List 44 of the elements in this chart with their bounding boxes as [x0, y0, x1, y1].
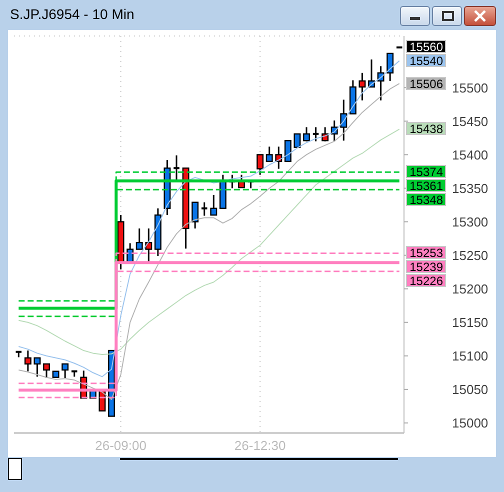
candlestick	[303, 126, 310, 142]
y-tick-label: 15000	[452, 416, 488, 431]
candlestick	[312, 126, 319, 142]
candlestick	[136, 228, 143, 250]
data-label: 15506	[406, 76, 446, 91]
candlestick	[43, 363, 50, 379]
y-tick-label: 15450	[452, 114, 488, 129]
data-label: 15348	[406, 193, 446, 208]
candlestick	[24, 350, 32, 372]
candlestick	[145, 228, 152, 263]
candlestick	[256, 154, 264, 176]
data-label: 15540	[406, 54, 446, 68]
candlestick	[358, 72, 366, 102]
y-tick-label: 15150	[452, 314, 488, 330]
x-tick-label: 26-09:00	[95, 438, 146, 454]
x-tick-label: 26-12:30	[234, 438, 286, 454]
y-tick-label: 15100	[452, 348, 488, 364]
y-tick-label: 15500	[452, 80, 488, 96]
candlestick	[284, 140, 292, 162]
candlestick	[210, 194, 218, 216]
data-label: 15438	[406, 122, 446, 136]
y-tick-label: 15400	[452, 147, 488, 162]
candlestick	[34, 357, 41, 378]
data-label: 15239	[406, 260, 446, 274]
candlestick	[386, 52, 394, 82]
candlestick	[294, 133, 301, 148]
chart-title: S.JP.J6954 - 10 Min	[10, 6, 134, 22]
y-tick-label: 15200	[452, 281, 488, 296]
y-tick-label: 15350	[452, 180, 488, 196]
candlestick	[192, 202, 199, 230]
candlestick	[201, 202, 208, 216]
data-label: 15253	[406, 246, 446, 260]
data-label: 15226	[406, 274, 446, 288]
candlestick	[62, 363, 69, 379]
y-tick-label: 15050	[452, 382, 488, 398]
y-tick-label: 15250	[452, 248, 488, 263]
line-series	[18, 128, 400, 356]
candlestick	[340, 98, 348, 142]
candlestick	[266, 146, 273, 162]
y-tick-label: 15300	[452, 214, 488, 230]
data-label: 15361	[406, 179, 446, 194]
candlestick	[174, 154, 180, 182]
text: 15560	[410, 40, 443, 54]
data-label: 15374	[406, 165, 446, 180]
